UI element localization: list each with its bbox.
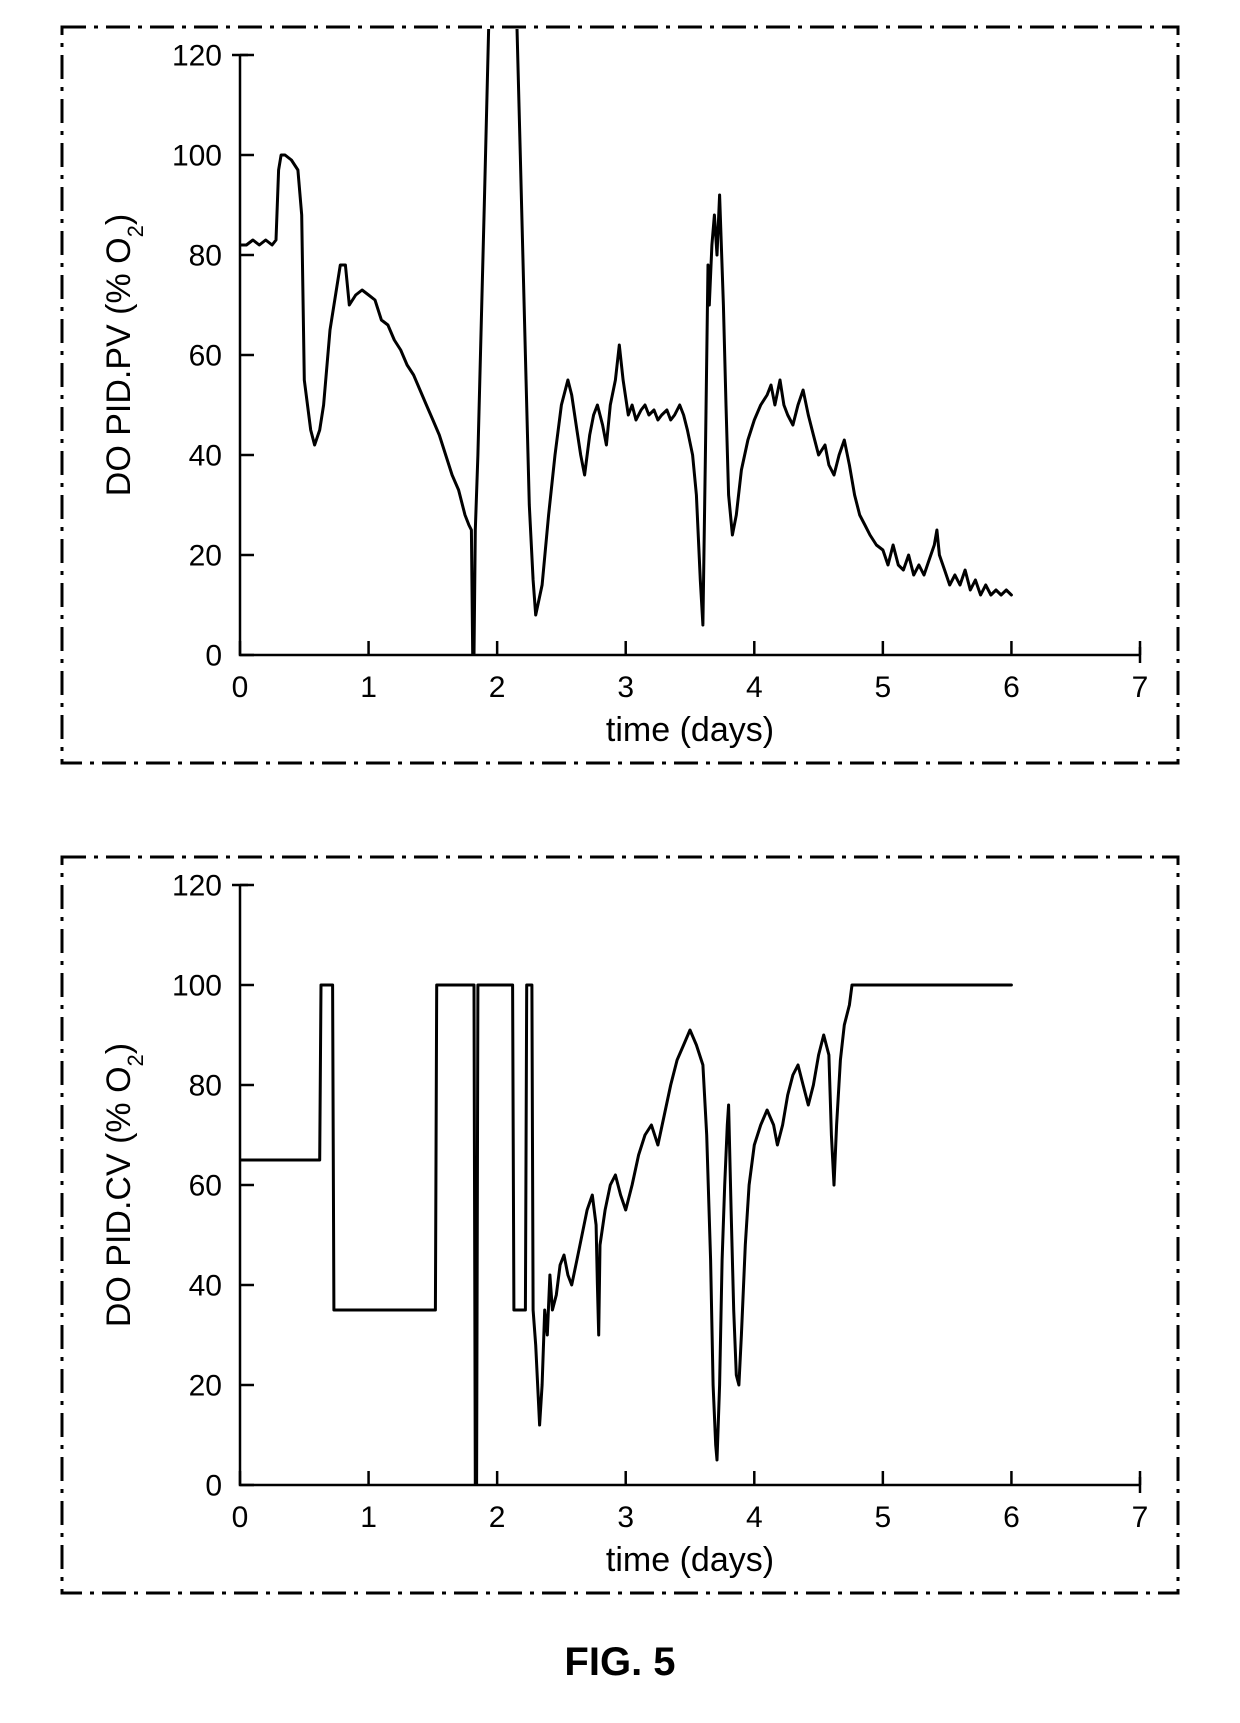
x-tick-label: 3 <box>617 671 634 704</box>
y-tick-label: 120 <box>172 40 222 73</box>
x-tick-label: 5 <box>875 1501 892 1534</box>
y-tick-label: 80 <box>189 1070 222 1103</box>
data-series <box>240 25 1011 655</box>
y-tick-label: 120 <box>172 870 222 903</box>
y-tick-label: 0 <box>205 640 222 673</box>
x-tick-label: 0 <box>232 1501 249 1534</box>
x-tick-label: 3 <box>617 1501 634 1534</box>
y-tick-label: 20 <box>189 540 222 573</box>
axes <box>240 55 1140 655</box>
x-tick-label: 1 <box>360 1501 377 1534</box>
x-tick-label: 7 <box>1132 1501 1149 1534</box>
x-tick-label: 2 <box>489 671 506 704</box>
chart-svg: 0 20 40 60 80 100 120 0 1 2 3 4 5 6 7 time (days) DO PID… <box>60 855 1180 1595</box>
y-tick-label: 60 <box>189 1170 222 1203</box>
y-tick-label: 0 <box>205 1470 222 1503</box>
x-tick-label: 0 <box>232 671 249 704</box>
x-tick-label: 6 <box>1003 671 1020 704</box>
x-tick-label: 4 <box>746 1501 763 1534</box>
y-tick-label: 80 <box>189 240 222 273</box>
y-tick-label: 100 <box>172 970 222 1003</box>
y-tick-label: 40 <box>189 440 222 473</box>
x-tick-label: 2 <box>489 1501 506 1534</box>
axes <box>240 885 1140 1485</box>
chart-panel-pv: 0 20 40 60 80 100 120 0 1 2 3 4 5 6 7 time (days) DO PID… <box>60 25 1180 765</box>
x-tick-label: 1 <box>360 671 377 704</box>
y-tick-label: 60 <box>189 340 222 373</box>
x-tick-label: 5 <box>875 671 892 704</box>
x-tick-label: 4 <box>746 671 763 704</box>
data-series <box>240 985 1011 1485</box>
chart-panel-cv: 0 20 40 60 80 100 120 0 1 2 3 4 5 6 7 time (days) DO PID… <box>60 855 1180 1595</box>
y-tick-label: 100 <box>172 140 222 173</box>
chart-svg: 0 20 40 60 80 100 120 0 1 2 3 4 5 6 7 time (days) DO PID… <box>60 25 1180 765</box>
figure-caption: FIG. 5 <box>0 1640 1240 1685</box>
y-axis-label: DO PID.PV (% O2) <box>100 214 148 496</box>
y-tick-label: 40 <box>189 1270 222 1303</box>
x-axis-label: time (days) <box>606 1541 774 1579</box>
x-tick-label: 7 <box>1132 671 1149 704</box>
y-axis-label: DO PID.CV (% O2) <box>100 1043 148 1327</box>
y-tick-label: 20 <box>189 1370 222 1403</box>
x-axis-label: time (days) <box>606 711 774 749</box>
x-tick-label: 6 <box>1003 1501 1020 1534</box>
